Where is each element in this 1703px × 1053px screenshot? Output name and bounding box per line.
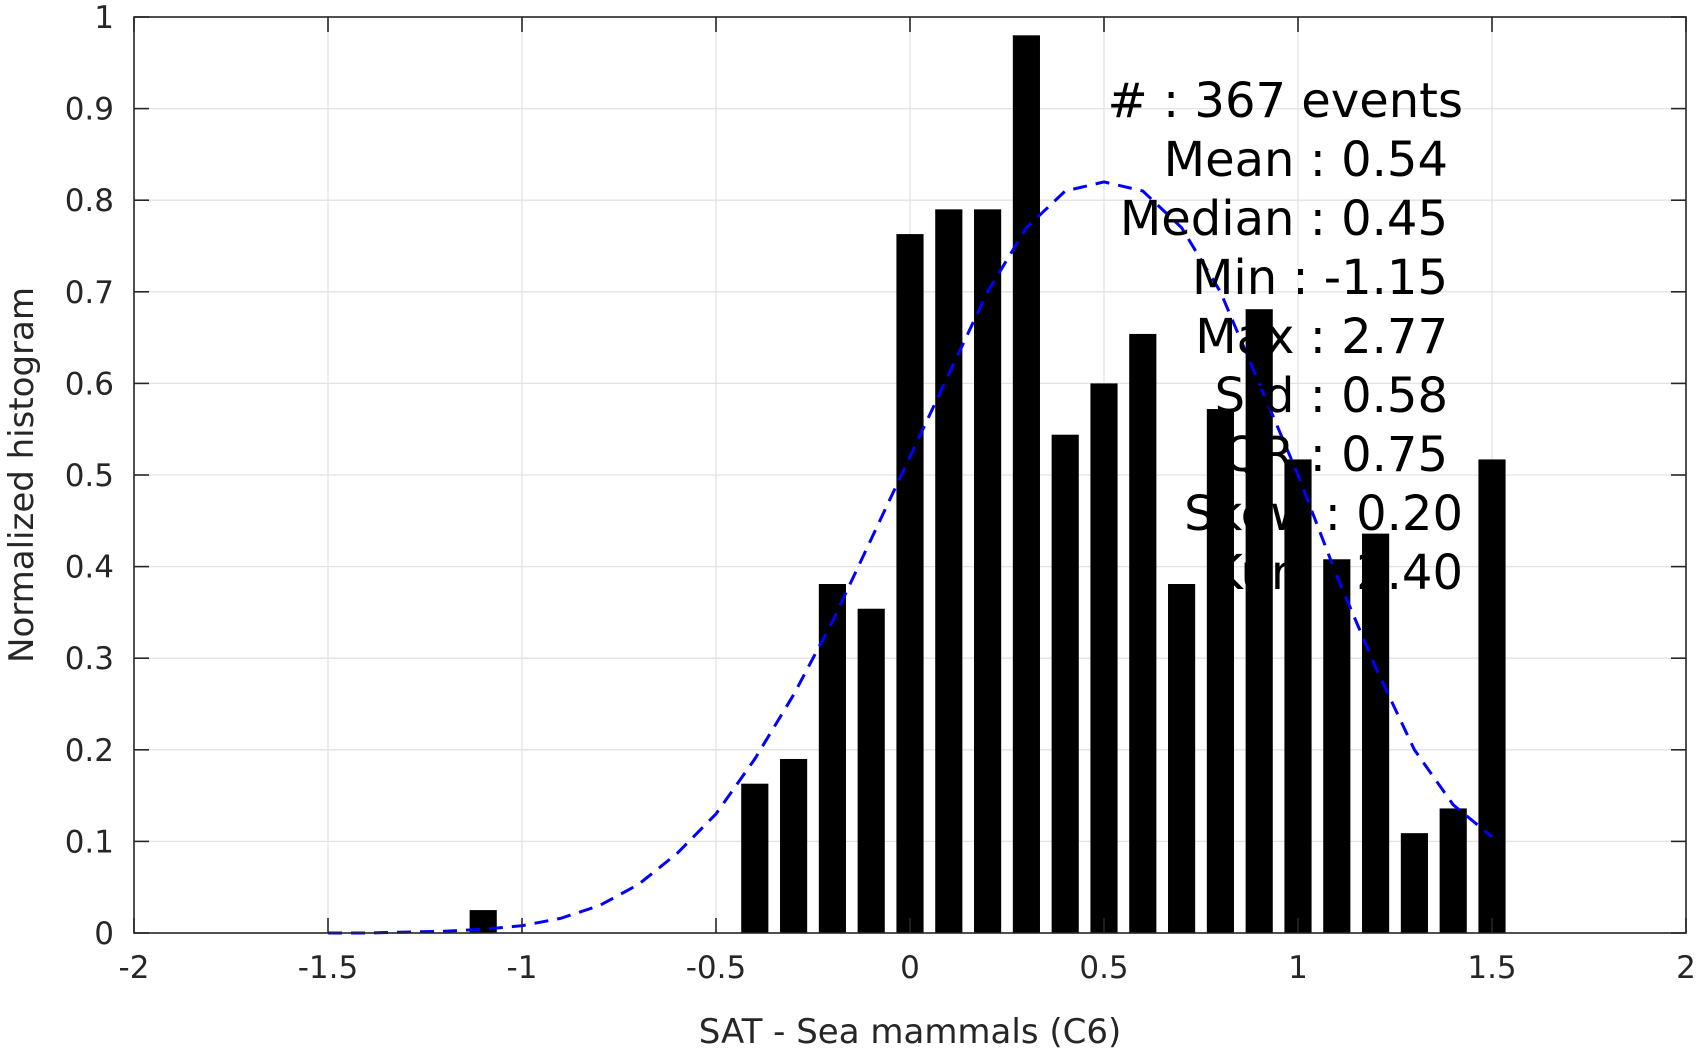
stats-line: Kurt : 2.40 (1211, 545, 1463, 601)
y-tick-label: 0.9 (65, 92, 114, 128)
histogram-bar (1090, 383, 1118, 933)
x-tick-label: 1.5 (1467, 950, 1516, 986)
x-tick-label: -1.5 (298, 950, 359, 986)
stats-line: IQR : 0.75 (1209, 427, 1448, 483)
histogram-bar (1129, 333, 1157, 933)
histogram-bar (1051, 434, 1079, 933)
histogram-bar (974, 209, 1002, 934)
x-tick-label: -1 (507, 950, 538, 986)
stats-line: Skew : 0.20 (1184, 486, 1463, 542)
histogram-bar (1168, 584, 1196, 933)
histogram-bar (741, 783, 769, 933)
y-tick-labels: 0 0.1 0.2 0.3 0.4 0.5 0.6 0.7 0.8 0.9 1 (65, 0, 114, 952)
histogram-bar (1478, 459, 1506, 933)
x-tick-labels: -2 -1.5 -1 -0.5 0 0.5 1 1.5 2 (119, 950, 1696, 986)
x-tick-label: 1 (1288, 950, 1308, 986)
x-tick-label: 2 (1676, 950, 1696, 986)
x-tick-label: -2 (119, 950, 150, 986)
stats-line: Std : 0.58 (1215, 368, 1448, 424)
histogram-bar (896, 234, 924, 934)
y-tick-label: 0.4 (65, 550, 114, 586)
histogram-bar (1323, 559, 1351, 933)
stats-line: Max : 2.77 (1195, 309, 1448, 365)
stats-line: Min : -1.15 (1192, 250, 1448, 306)
y-axis-label: Normalized histogram (2, 287, 42, 663)
histogram-bar (1362, 533, 1390, 933)
histogram-bar (935, 209, 963, 934)
y-tick-label: 0.8 (65, 183, 114, 219)
y-tick-label: 0.6 (65, 366, 114, 402)
histogram-bar (818, 584, 846, 933)
histogram-bar (1012, 35, 1040, 933)
stats-line: Mean : 0.54 (1164, 132, 1448, 188)
y-tick-label: 0.1 (65, 824, 114, 860)
histogram-bars (469, 35, 1506, 934)
histogram-bar (1245, 309, 1273, 934)
stats-line: Median : 0.45 (1120, 191, 1448, 247)
histogram-bar (857, 608, 885, 933)
histogram-bar (1439, 808, 1467, 933)
stats-line: # : 367 events (1108, 73, 1464, 129)
x-tick-label: 0 (900, 950, 920, 986)
axis-ticks (133, 16, 1687, 934)
y-tick-label: 0.3 (65, 641, 114, 677)
histogram-bar (1206, 409, 1234, 934)
histogram-bar (1284, 459, 1312, 933)
histogram-bar (780, 758, 808, 933)
y-tick-label: 1 (94, 0, 114, 36)
x-axis-label: SAT - Sea mammals (C6) (699, 1012, 1122, 1052)
histogram-bar (1400, 833, 1428, 933)
y-tick-label: 0.7 (65, 275, 114, 311)
y-tick-label: 0.5 (65, 458, 114, 494)
y-tick-label: 0 (94, 916, 114, 952)
x-tick-label: 0.5 (1079, 950, 1128, 986)
x-tick-label: -0.5 (686, 950, 747, 986)
y-tick-label: 0.2 (65, 733, 114, 769)
